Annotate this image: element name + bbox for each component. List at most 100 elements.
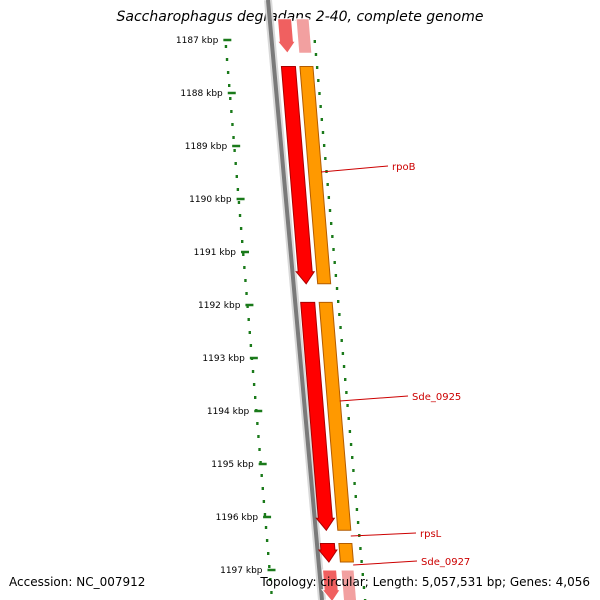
cds-arrow-rpsl[interactable] [317,543,338,563]
gene-bar-sde-0927[interactable] [340,569,358,600]
ruler-dot [270,591,273,594]
gene-bar-rpsl[interactable] [338,543,354,563]
gene-label-rpob[interactable]: rpoB [392,162,416,173]
ruler-dot [242,253,245,256]
gene-track[interactable] [276,18,358,600]
ruler-dot [263,513,267,516]
ruler-dot [360,560,363,563]
ruler-dot [327,196,331,199]
ruler-tick-label: 1191 kbp [194,248,237,258]
gene-bar-rpob[interactable] [299,66,332,285]
ruler-dot [355,508,359,511]
ruler-dot [339,326,342,329]
ruler-dot [256,422,259,425]
ruler-tick-label: 1194 kbp [207,407,250,417]
ruler-dot [348,430,352,433]
label-leader-line [339,395,409,402]
ruler-dot [247,318,250,321]
ruler-dot [356,521,360,524]
ruler-dot [315,66,319,69]
gene-label-rpsl[interactable]: rpsL [420,529,442,540]
ruler-dot [232,136,235,139]
cds-arrow-sde-0925[interactable] [300,301,336,532]
ruler: 1187 kbp 1188 kbp 1189 kbp 1190 kbp 1191 kbp… [176,36,367,600]
ruler-dot [245,292,248,295]
ruler-dot [334,274,338,277]
ruler-dot [235,175,238,178]
ruler-dot [317,79,320,82]
ruler-dot [230,110,233,113]
ruler-dot [252,383,256,386]
ruler-dot [248,331,251,334]
ruler-dot [353,482,356,485]
cds-arrow-sde-0927[interactable] [321,569,342,600]
ruler-dot [239,227,243,230]
ruler-dot [344,378,347,381]
ruler-dot [342,365,346,368]
ruler-dot [332,248,335,251]
cds-arrow-rpob[interactable] [280,66,316,285]
ruler-dot [320,118,324,121]
gene-label-sde-0925[interactable]: Sde_0925 [412,392,461,403]
ruler-dot [326,183,329,186]
ruler-dot [234,162,237,165]
ruler-dot [329,222,333,225]
ruler-dot [313,40,316,43]
ruler-tick-label: 1193 kbp [202,354,245,364]
ruler-dot [262,500,266,503]
ruler-dot [328,209,332,212]
backbone [264,0,326,600]
ruler-dot [337,300,340,303]
ruler-dot [233,149,236,152]
ruler-dot [246,305,249,308]
ruler-dot [349,443,353,446]
ruler-dot [265,539,269,542]
label-leader-line [321,165,389,173]
ruler-dot [347,417,350,420]
gene-label-sde-0927[interactable]: Sde_0927 [421,557,470,568]
ruler-dot [244,279,247,282]
ruler-dot [354,495,357,498]
gene-bar-unnamed[interactable] [295,18,313,54]
ruler-dot [229,97,232,100]
ruler-dot [258,448,261,451]
ruler-dot [346,404,349,407]
ruler-dot [333,261,336,264]
ruler-dot [314,53,318,56]
gene-labels: rpoB Sde_0925 rpsL Sde_0927 [321,162,470,568]
ruler-dot [243,266,246,269]
ruler-dot [260,474,263,477]
ruler-dot [259,461,262,464]
ruler-dot [224,45,228,48]
ruler-dot [345,391,348,394]
ruler-tick-label: 1189 kbp [185,142,228,152]
ruler-dot [225,58,229,61]
ruler-dot [267,552,270,555]
ruler-dot [338,313,341,316]
genome-title: Saccharophagus degradans 2-40, complete … [116,9,484,25]
ruler-dot [241,240,244,243]
ruler-dot [238,214,242,217]
ruler-dot [261,487,264,490]
ruler-dot [264,526,268,529]
ruler-dot [254,396,257,399]
ruler-dot [359,547,362,550]
gene-bar-sde-0925[interactable] [318,301,352,531]
ruler-dot [324,157,327,160]
cds-arrow-unnamed[interactable] [276,18,297,55]
label-leader-line [353,560,418,566]
label-leader-line [350,532,417,537]
ruler-tick-label: 1192 kbp [198,301,241,311]
ruler-dot [257,435,260,438]
ruler-dot [351,456,354,459]
ruler-dot [362,586,366,589]
ruler-dot [335,287,339,290]
ruler-dot [341,352,345,355]
ruler-dot [319,105,322,108]
ruler-dot [236,188,240,191]
ruler-dot [340,339,343,342]
ruler-dot [226,71,230,74]
ruler-dot [231,123,234,126]
ruler-dot [269,578,272,581]
